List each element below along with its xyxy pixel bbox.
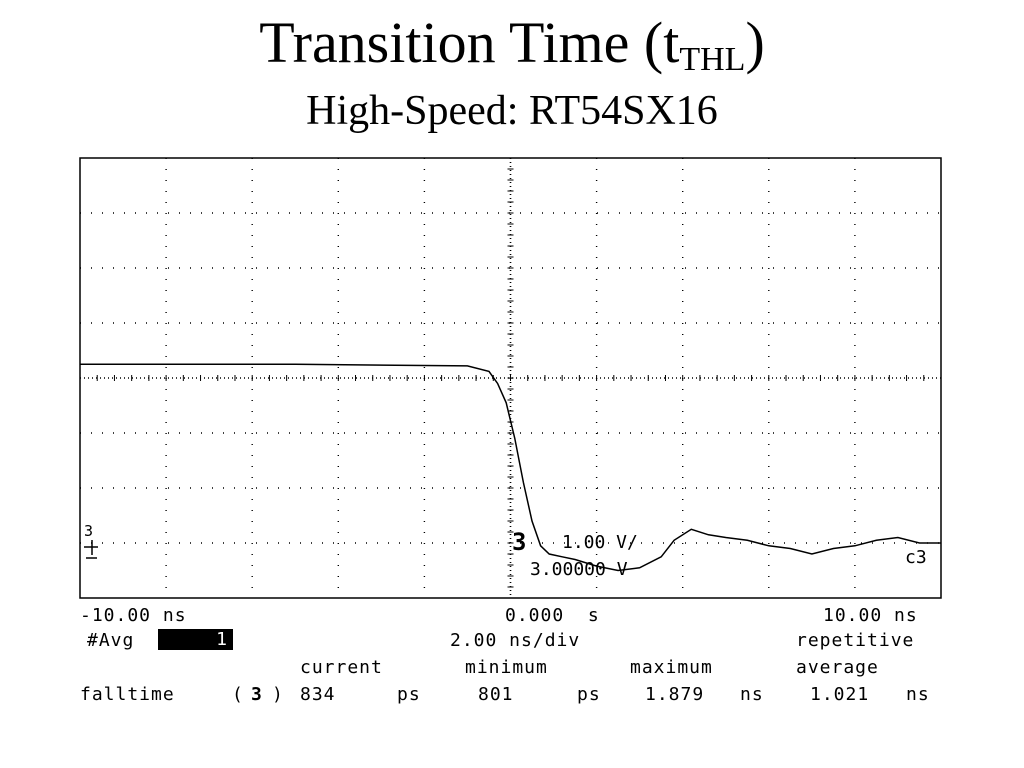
ground-arrow-icon (84, 540, 98, 559)
page-subtitle: High-Speed: RT54SX16 (306, 88, 718, 134)
header-minimum: minimum (465, 657, 548, 678)
measurement-maximum: 1.879 (645, 684, 705, 705)
measurement-channel: 3 (251, 684, 263, 705)
offset-text: 3.00000 V (530, 559, 628, 580)
measurement-channel-close: ) (272, 684, 284, 705)
measurement-minimum-unit: ps (577, 684, 601, 705)
header-average: average (796, 657, 879, 678)
avg-value-box[interactable]: 1 (158, 629, 233, 650)
title-main: Transition Time (t (259, 10, 680, 75)
measurement-name: falltime (80, 684, 175, 705)
scope-grid (80, 158, 941, 598)
trace-label: c3 (905, 547, 927, 568)
right-time-label: 10.00 ns (823, 605, 918, 626)
center-time-label: 0.000 s (505, 605, 600, 626)
title-subscript: THL (679, 41, 746, 78)
header-current: current (300, 657, 383, 678)
timebase-label: 2.00 ns/div (450, 630, 581, 651)
scope-frame (79, 157, 942, 599)
avg-label: #Avg (87, 630, 135, 651)
title-close: ) (745, 10, 765, 75)
measurement-current: 834 (300, 684, 336, 705)
measurement-average: 1.021 (810, 684, 870, 705)
page-title: Transition Time (tTHL) (0, 8, 1024, 78)
waveform-trace (80, 363, 941, 572)
channel-marker-number: 3 (84, 522, 93, 540)
measurement-maximum-unit: ns (740, 684, 764, 705)
measurement-channel-open: ( (232, 684, 244, 705)
header-maximum: maximum (630, 657, 713, 678)
left-time-label: -10.00 ns (80, 605, 187, 626)
channel-ground-marker: 3 (84, 522, 98, 559)
measurement-minimum: 801 (478, 684, 514, 705)
scale-text: 1.00 V/ (562, 532, 638, 553)
mode-label: repetitive (796, 630, 915, 651)
measurement-average-unit: ns (906, 684, 930, 705)
channel-label: 3 (512, 528, 526, 556)
measurement-current-unit: ps (397, 684, 421, 705)
